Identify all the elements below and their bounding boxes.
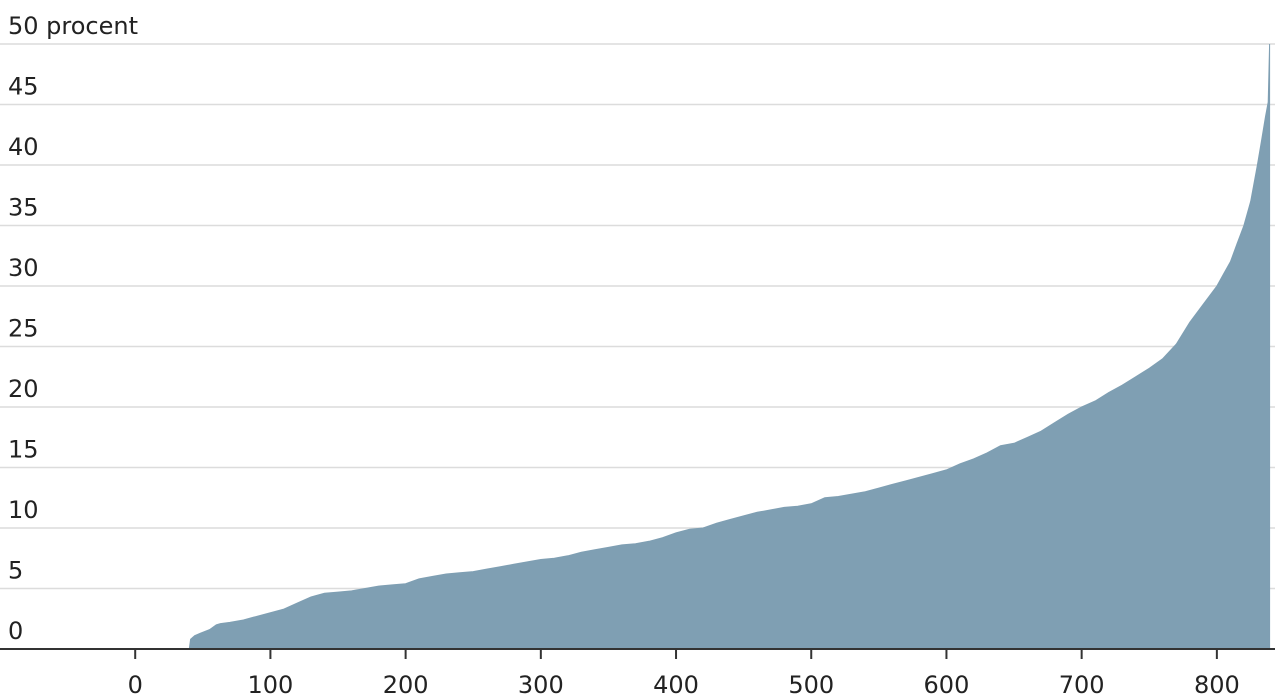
y-tick-label: 15 [8,436,39,464]
x-tick-labels: 0 100 200 300 400 500 600 700 800 [128,671,1240,699]
y-tick-label: 10 [8,496,39,524]
x-tick-label: 200 [383,671,429,699]
y-tick-labels: 0 5 10 15 20 25 30 35 40 45 50 procent [8,12,138,645]
x-axis [0,648,1275,659]
x-tick-label: 700 [1059,671,1105,699]
gridlines [0,43,1275,590]
y-tick-label: 40 [8,133,39,161]
x-tick-label: 100 [248,671,294,699]
x-tick-label: 500 [788,671,834,699]
x-tick-label: 0 [128,671,143,699]
y-tick-label: 20 [8,375,39,403]
y-tick-label: 50 procent [8,12,138,40]
y-tick-label: 35 [8,194,39,222]
area-fill [188,43,1271,650]
x-tick-label: 300 [518,671,564,699]
x-tick-label: 600 [924,671,970,699]
y-tick-label: 30 [8,254,39,282]
area-series [188,43,1271,650]
y-tick-label: 25 [8,315,39,343]
y-tick-label: 45 [8,73,39,101]
y-tick-label: 0 [8,617,23,645]
x-tick-label: 800 [1194,671,1240,699]
x-tick-label: 400 [653,671,699,699]
y-tick-label: 5 [8,557,23,585]
